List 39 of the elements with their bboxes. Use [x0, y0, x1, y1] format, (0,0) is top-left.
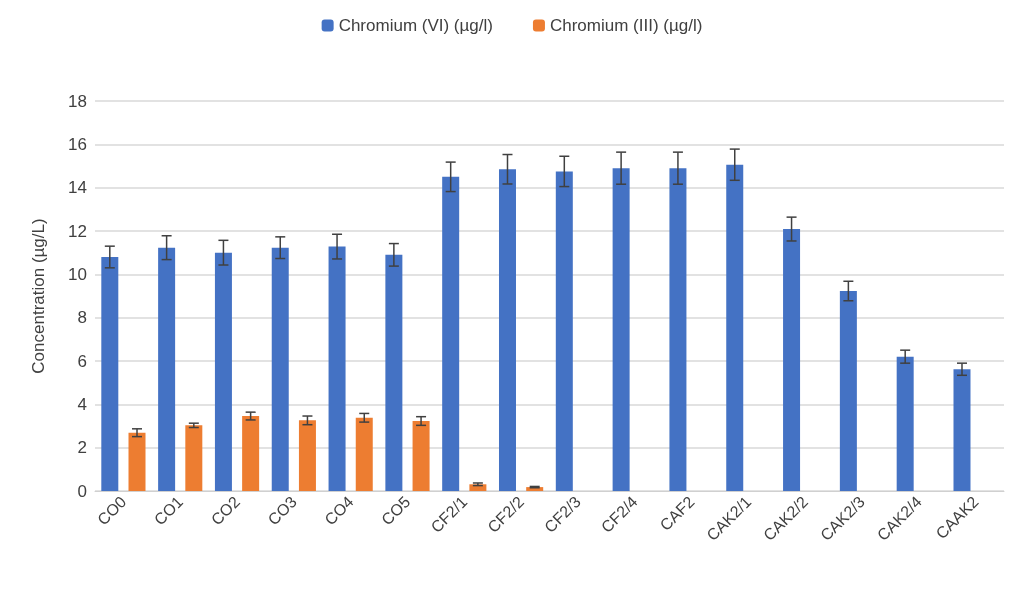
x-tick-label: CO2	[207, 492, 244, 529]
bar	[101, 257, 119, 491]
bar	[214, 252, 232, 491]
bar	[242, 416, 260, 491]
bar	[271, 247, 289, 491]
bar	[158, 247, 176, 491]
bar	[128, 432, 146, 491]
bar	[953, 369, 971, 491]
y-tick-label: 6	[77, 351, 87, 371]
bar	[385, 254, 403, 491]
bar	[185, 425, 203, 491]
bar	[839, 291, 857, 491]
bar	[298, 420, 316, 491]
y-tick-label: 16	[68, 134, 87, 154]
x-tick-label: CO3	[264, 492, 300, 529]
bar	[442, 176, 460, 491]
bar	[896, 356, 914, 491]
bar	[669, 168, 687, 491]
y-tick-label: 18	[68, 91, 87, 111]
bar	[355, 417, 373, 491]
y-axis-title: Concentration (µg/L)	[29, 218, 48, 374]
bar	[328, 246, 346, 491]
bar	[555, 171, 573, 491]
bar	[726, 164, 744, 491]
bar	[612, 168, 630, 491]
bar	[498, 169, 516, 491]
bar	[412, 421, 430, 491]
y-tick-label: 4	[77, 394, 87, 414]
x-tick-label: CO1	[150, 492, 187, 529]
legend-label: Chromium (III) (µg/l)	[549, 16, 703, 35]
y-tick-label: 12	[68, 221, 87, 241]
y-tick-label: 10	[68, 264, 87, 284]
bar	[783, 229, 801, 491]
legend-label: Chromium (VI) (µg/l)	[338, 16, 493, 35]
y-tick-label: 0	[77, 481, 87, 501]
x-tick-label: CO0	[94, 492, 130, 529]
y-tick-label: 14	[68, 178, 87, 198]
y-tick-label: 2	[77, 438, 87, 458]
y-tick-label: 8	[77, 308, 87, 328]
